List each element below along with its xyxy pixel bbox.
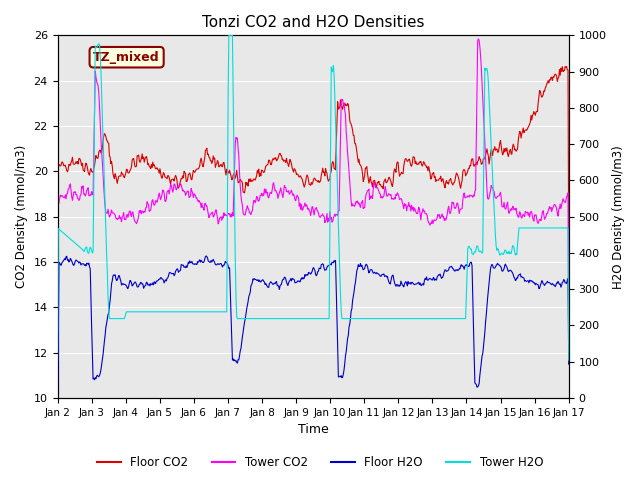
Title: Tonzi CO2 and H2O Densities: Tonzi CO2 and H2O Densities	[202, 15, 424, 30]
Legend: Floor CO2, Tower CO2, Floor H2O, Tower H2O: Floor CO2, Tower CO2, Floor H2O, Tower H…	[92, 452, 548, 474]
X-axis label: Time: Time	[298, 423, 328, 436]
Y-axis label: H2O Density (mmol/m3): H2O Density (mmol/m3)	[612, 145, 625, 288]
Y-axis label: CO2 Density (mmol/m3): CO2 Density (mmol/m3)	[15, 145, 28, 288]
Text: TZ_mixed: TZ_mixed	[93, 51, 160, 64]
